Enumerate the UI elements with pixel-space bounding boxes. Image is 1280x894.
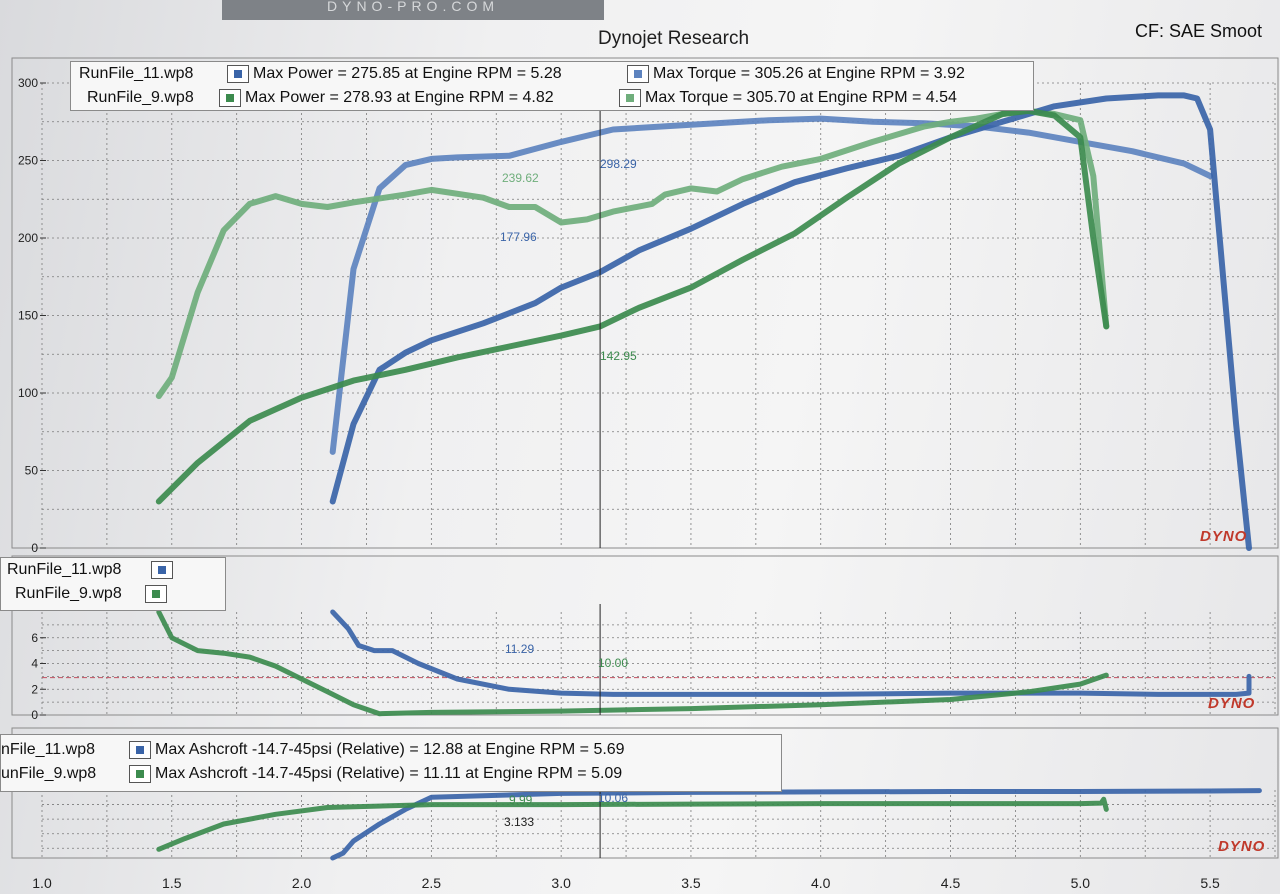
y-tick-label-afr: 4 [31,657,38,671]
y-tick-label-main: 50 [25,464,39,478]
legend-swatch-green-light [619,89,641,107]
legend-boost: nFile_11.wp8 Max Ashcroft -14.7-45psi (R… [0,734,782,792]
legend-run-name: RunFile_11.wp8 [7,561,122,578]
legend-afr-row-9: RunFile_9.wp8 [1,582,225,606]
y-tick-label-main: 100 [18,386,38,400]
legend-afr-row-11: RunFile_11.wp8 [1,558,225,582]
x-tick-label: 1.0 [32,875,52,891]
legend-run-name: unFile_9.wp8 [1,765,97,782]
cursor-label-boost-11: 10.06 [598,791,629,805]
legend-max-boost: Max Ashcroft -14.7-45psi (Relative) = 11… [155,765,623,782]
y-tick-label-afr: 2 [31,682,38,696]
legend-max-boost: Max Ashcroft -14.7-45psi (Relative) = 12… [155,741,625,758]
legend-max-torque: Max Torque = 305.70 at Engine RPM = 4.54 [645,89,957,106]
legend-max-power: Max Power = 278.93 at Engine RPM = 4.82 [245,89,554,106]
y-tick-label-main: 200 [18,231,38,245]
x-tick-label: 2.0 [292,875,312,891]
legend-swatch-green [129,765,151,783]
legend-swatch-blue-light [627,65,649,83]
y-tick-label-main: 300 [18,76,38,90]
legend-swatch-blue [151,561,173,579]
dyno-watermark: DYNO [1208,695,1256,712]
legend-run-name: RunFile_11.wp8 [79,65,194,82]
series-line-main-0 [329,115,1214,455]
y-tick-label-afr: 0 [31,708,38,722]
x-tick-label: 5.0 [1071,875,1091,891]
cursor-label-afr-11: 11.29 [505,642,535,656]
brand-logo: DYNO-PRO.COM [222,0,604,20]
series-line-boost-1 [156,796,1109,852]
legend-max-power: Max Power = 275.85 at Engine RPM = 5.28 [253,65,562,82]
cursor-label-power-9: 142.95 [600,349,637,363]
x-tick-label: 2.5 [422,875,442,891]
legend-swatch-blue [227,65,249,83]
plot-frame-main [11,57,1279,549]
series-line-boost-0 [330,788,1262,861]
legend-main-row-11: RunFile_11.wp8 Max Power = 275.85 at Eng… [71,62,1033,86]
plot-frame-afr [11,555,1279,716]
dyno-watermark: DYNO [1218,838,1266,855]
series-line-main-1 [155,107,1110,400]
legend-boost-row-9: unFile_9.wp8 Max Ashcroft -14.7-45psi (R… [1,762,781,786]
series-line-main-2 [329,92,1252,551]
dyno-watermark: DYNO [1200,528,1248,545]
cursor-label-boost-9: 9.99 [509,793,533,807]
x-tick-label: 3.5 [681,875,701,891]
legend-run-name: RunFile_9.wp8 [15,585,122,602]
series-line-afr-1 [156,609,1109,717]
plot-frame-boost [11,727,1279,859]
legend-run-name: RunFile_9.wp8 [87,89,194,106]
legend-boost-row-11: nFile_11.wp8 Max Ashcroft -14.7-45psi (R… [1,735,781,762]
cursor-label-power-11: 177.96 [500,230,537,244]
legend-main-row-9: RunFile_9.wp8 Max Power = 278.93 at Engi… [71,86,1033,110]
x-tick-label: 4.5 [941,875,961,891]
y-tick-label-main: 250 [18,154,38,168]
legend-main: RunFile_11.wp8 Max Power = 275.85 at Eng… [70,61,1034,111]
x-tick-label: 1.5 [162,875,182,891]
correction-factor-label: CF: SAE Smoot [1135,21,1263,41]
cursor-value-label: 3.133 [504,815,535,829]
x-tick-label: 3.0 [551,875,571,891]
legend-afr: RunFile_11.wp8 RunFile_9.wp8 [0,557,226,611]
legend-swatch-blue [129,741,151,759]
y-tick-label-afr: 6 [31,631,38,645]
legend-swatch-green [145,585,167,603]
cursor-label-torque-9: 239.62 [502,171,539,185]
y-tick-label-main: 0 [31,541,38,555]
legend-swatch-green [219,89,241,107]
chart-title: Dynojet Research [598,28,750,49]
y-tick-label-main: 150 [18,309,38,323]
series-line-afr-0 [330,609,1252,697]
x-tick-label: 4.0 [811,875,831,891]
series-line-main-3 [155,107,1110,505]
legend-run-name: nFile_11.wp8 [1,741,95,758]
x-tick-label: 5.5 [1200,875,1220,891]
cursor-label-afr-9: 10.00 [598,656,629,670]
legend-max-torque: Max Torque = 305.26 at Engine RPM = 3.92 [653,65,965,82]
cursor-label-torque-11: 298.29 [600,157,637,171]
